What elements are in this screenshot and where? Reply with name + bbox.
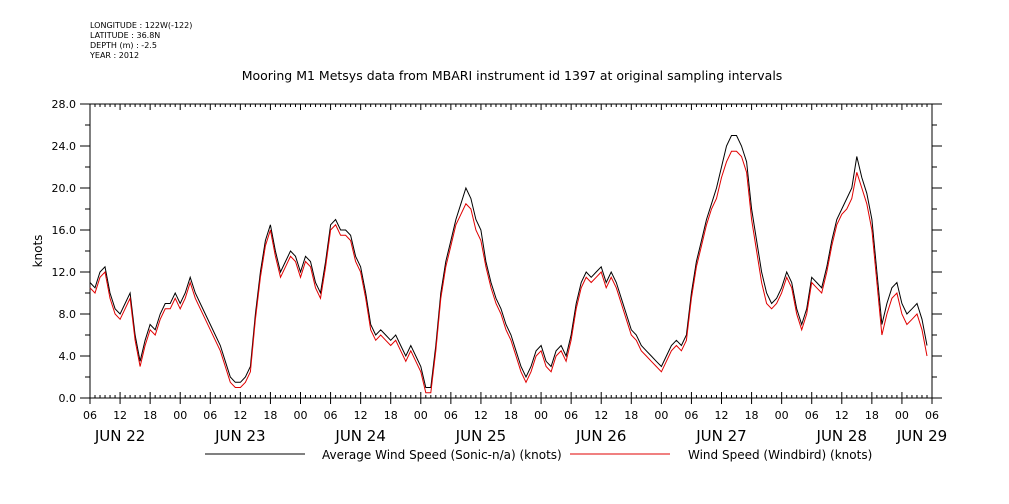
- x-hour-label: 06: [203, 409, 217, 422]
- x-day-label: JUN 24: [334, 427, 385, 445]
- latitude-label: LATITUDE : 36.8N: [90, 31, 161, 40]
- x-hour-label: 18: [865, 409, 879, 422]
- x-day-label: JUN 23: [214, 427, 265, 445]
- y-tick-label: 24.0: [52, 140, 77, 153]
- x-hour-label: 00: [173, 409, 187, 422]
- x-hour-label: 06: [684, 409, 698, 422]
- x-day-label: JUN 28: [816, 427, 867, 445]
- mooring-metadata: LONGITUDE : 122W(-122) LATITUDE : 36.8N …: [90, 21, 192, 61]
- y-axis-label: knots: [31, 235, 45, 268]
- legend: Average Wind Speed (Sonic-n/a) (knots) W…: [205, 448, 872, 462]
- x-hour-label: 06: [925, 409, 939, 422]
- x-hour-label: 12: [113, 409, 127, 422]
- y-tick-label: 0.0: [59, 392, 77, 405]
- x-hour-label: 18: [384, 409, 398, 422]
- chart-title: Mooring M1 Metsys data from MBARI instru…: [242, 68, 783, 83]
- y-tick-label: 8.0: [59, 308, 77, 321]
- x-hour-label: 12: [715, 409, 729, 422]
- legend-label-windbird: Wind Speed (Windbird) (knots): [688, 448, 872, 462]
- series-line-average-wind: [89, 135, 928, 388]
- x-hour-label: 06: [444, 409, 458, 422]
- y-tick-label: 28.0: [52, 98, 77, 111]
- y-tick-label: 20.0: [52, 182, 77, 195]
- x-hour-label: 00: [294, 409, 308, 422]
- x-day-label: JUN 25: [455, 427, 506, 445]
- year-label: YEAR : 2012: [90, 51, 140, 60]
- x-hour-label: 00: [654, 409, 668, 422]
- x-hour-label: 00: [895, 409, 909, 422]
- x-day-label: JUN 29: [896, 427, 947, 445]
- x-hour-label: 18: [624, 409, 638, 422]
- x-hour-label: 00: [534, 409, 548, 422]
- longitude-label: LONGITUDE : 122W(-122): [90, 21, 193, 30]
- depth-label: DEPTH (m) : -2.5: [90, 41, 157, 50]
- y-tick-label: 16.0: [52, 224, 77, 237]
- x-hour-label: 06: [83, 409, 97, 422]
- x-day-label: JUN 27: [695, 427, 746, 445]
- x-hour-label: 12: [354, 409, 368, 422]
- x-hour-label: 00: [775, 409, 789, 422]
- x-hour-label: 06: [324, 409, 338, 422]
- legend-label-average: Average Wind Speed (Sonic-n/a) (knots): [322, 448, 562, 462]
- plot-frame: [89, 103, 933, 399]
- y-tick-label: 12.0: [52, 266, 77, 279]
- x-hour-label: 12: [474, 409, 488, 422]
- x-hour-label: 18: [504, 409, 518, 422]
- x-hour-label: 12: [835, 409, 849, 422]
- x-hour-label: 18: [745, 409, 759, 422]
- x-hour-label: 12: [233, 409, 247, 422]
- x-day-label: JUN 26: [575, 427, 626, 445]
- axes-group: 0.0 4.0 8.0 12.0 16.0 20.0 24.0 28.0 06 12 18 00 06 1…: [52, 98, 948, 445]
- x-hour-label: 06: [564, 409, 578, 422]
- x-hour-label: 18: [143, 409, 157, 422]
- x-hour-label: 06: [805, 409, 819, 422]
- x-hour-label: 12: [594, 409, 608, 422]
- x-hour-label: 18: [263, 409, 277, 422]
- series-line-windbird: [89, 150, 928, 394]
- y-tick-label: 4.0: [59, 350, 77, 363]
- series-group: [89, 135, 928, 394]
- x-hour-label: 00: [414, 409, 428, 422]
- x-day-label: JUN 22: [94, 427, 145, 445]
